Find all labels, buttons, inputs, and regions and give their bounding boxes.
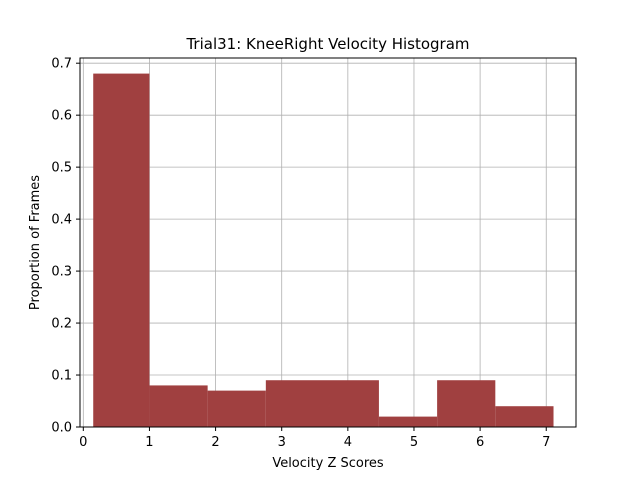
y-tick-label: 0.2	[51, 317, 72, 332]
y-tick-label: 0.7	[51, 57, 72, 72]
y-tick-label: 0.6	[51, 109, 72, 124]
bar-layer	[93, 73, 554, 427]
histogram-bar	[265, 380, 379, 427]
histogram-bar	[378, 416, 438, 427]
x-tick-label: 1	[145, 435, 153, 450]
x-tick-label: 5	[410, 435, 418, 450]
x-tick-label: 0	[79, 435, 87, 450]
grid-layer	[80, 58, 576, 428]
plot-frame	[79, 57, 577, 428]
tick-layer: 0 1 2 3 4 5 6 7 0.0 0.1 0.2 0.3 0.4 0.5 0.6 0.7	[51, 57, 550, 450]
histogram-bar	[207, 390, 266, 427]
x-tick-label: 2	[211, 435, 219, 450]
y-axis-label: Proportion of Frames	[28, 175, 43, 310]
histogram-bar	[495, 406, 554, 427]
y-tick-label: 0.4	[51, 213, 72, 228]
x-tick-label: 4	[344, 435, 352, 450]
x-tick-label: 6	[476, 435, 484, 450]
y-tick-label: 0.5	[51, 161, 72, 176]
y-tick-label: 0.3	[51, 265, 72, 280]
histogram-bar	[149, 385, 208, 427]
x-tick-label: 7	[542, 435, 550, 450]
chart-title: Trial31: KneeRight Velocity Histogram	[185, 35, 469, 53]
x-tick-label: 3	[278, 435, 286, 450]
histogram-bar	[437, 380, 496, 427]
x-axis-label: Velocity Z Scores	[272, 456, 384, 471]
y-tick-label: 0.0	[51, 421, 72, 436]
y-tick-label: 0.1	[51, 369, 72, 384]
histogram-bar	[93, 73, 150, 427]
